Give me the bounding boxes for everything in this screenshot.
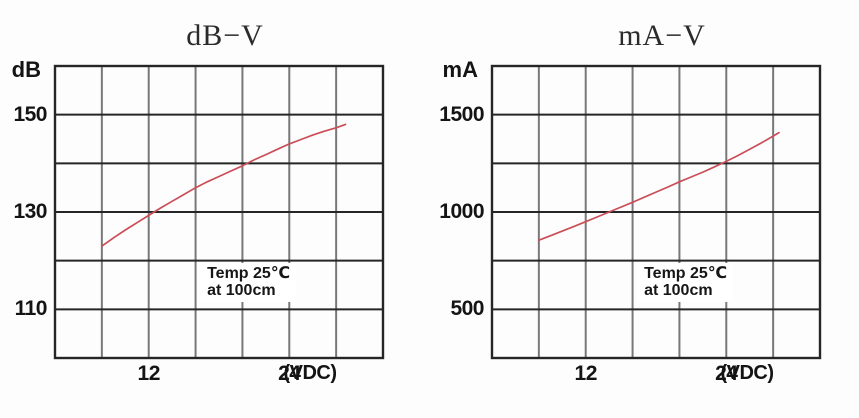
y-tick-label: 130 <box>13 200 47 223</box>
x-tick-label: 24 <box>715 362 738 385</box>
y-tick-label: 1500 <box>439 102 484 126</box>
y-tick-label: 500 <box>450 297 484 321</box>
x-tick-label: 12 <box>137 362 161 385</box>
y-axis-unit-label: mA <box>442 57 478 82</box>
conditions-annotation: Temp 25℃ at 100cm <box>200 263 297 303</box>
data-curve-sound-pressure-vs-voltage <box>101 123 347 247</box>
x-axis-unit-label: (VDC) <box>720 362 774 384</box>
plot-border <box>53 64 385 360</box>
x-tick-label: 24 <box>278 362 301 385</box>
data-curve-current-vs-voltage <box>538 131 780 242</box>
plot-area-ma-v <box>490 64 822 360</box>
plot-border <box>490 64 822 360</box>
annotation-line-1: Temp 25℃ <box>207 265 291 283</box>
y-tick-label: 150 <box>13 102 47 126</box>
chart-title-ma-v: mA−V <box>618 19 706 52</box>
x-axis-unit-label: (VDC) <box>283 362 337 384</box>
annotation-line-2: at 100cm <box>207 282 276 300</box>
y-axis-unit-label: dB <box>11 57 41 82</box>
annotation-line-1: Temp 25℃ <box>644 265 728 283</box>
annotation-line-2: at 100cm <box>644 282 713 300</box>
plot-area-db-v <box>53 64 385 360</box>
conditions-annotation: Temp 25℃ at 100cm <box>637 263 734 303</box>
chart-title-db-v: dB−V <box>186 19 264 52</box>
y-tick-label: 1000 <box>439 200 484 223</box>
y-tick-label: 110 <box>14 297 48 321</box>
x-tick-label: 12 <box>574 362 598 385</box>
